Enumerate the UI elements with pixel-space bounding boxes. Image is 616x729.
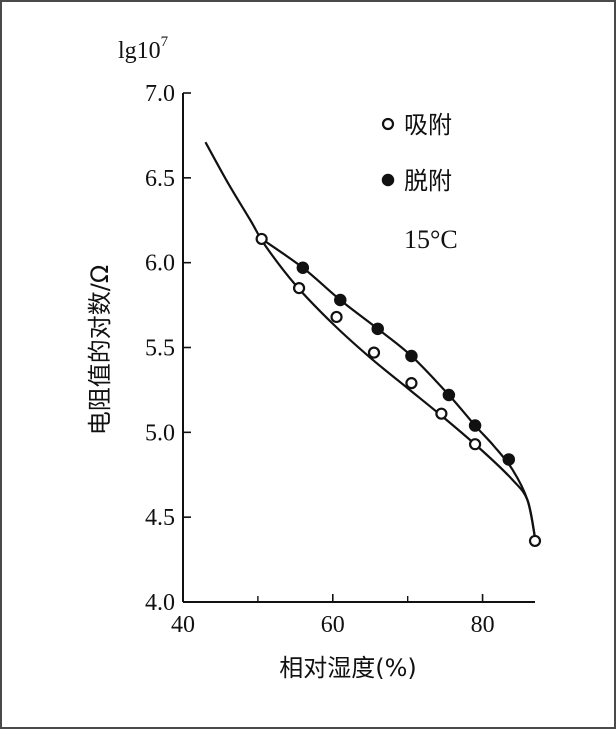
y-tick-label: 4.0	[145, 590, 175, 616]
desorption-point	[296, 261, 310, 275]
adsorption-point	[292, 282, 306, 295]
temperature-annotation: 15°C	[404, 225, 458, 254]
y-tick-label: 6.5	[145, 166, 175, 192]
desorption-point	[371, 322, 384, 336]
adsorption-point	[435, 407, 448, 420]
data-points	[255, 232, 542, 548]
y-tick-label: 6.0	[145, 251, 175, 277]
y-unit-label: lg107	[118, 34, 169, 64]
legend-label-desorption: 脱附	[404, 167, 452, 195]
x-tick-label: 40	[171, 612, 195, 638]
y-tick-label: 7.0	[145, 81, 175, 107]
desorption-point	[502, 453, 516, 466]
adsorption-point	[528, 534, 542, 548]
legend-label-adsorption: 吸附	[404, 111, 452, 139]
y-tick-label: 5.0	[145, 420, 175, 446]
x-tick-label: 60	[321, 612, 345, 638]
adsorption-point	[405, 377, 418, 390]
desorption-point	[468, 419, 482, 432]
adsorption-point	[255, 232, 268, 246]
adsorption-point	[367, 346, 381, 359]
desorption-point	[334, 293, 347, 307]
legend: 吸附 脱附 15°C	[381, 111, 458, 254]
adsorption-point	[330, 310, 343, 324]
y-axis-label: 电阻值的对数/Ω	[86, 265, 114, 435]
y-tick-label: 5.5	[145, 336, 175, 362]
adsorption-curve	[204, 141, 537, 538]
desorption-point	[442, 388, 456, 402]
desorption-point	[405, 349, 418, 363]
ticks: 4.0 4.5 5.0 5.5 6.0 6.5 7.0 40 60 80	[145, 81, 495, 638]
x-axis-label: 相对湿度(%)	[279, 654, 417, 682]
y-tick-label: 4.5	[145, 505, 175, 531]
fitted-curves	[204, 141, 537, 538]
x-tick-label: 80	[471, 612, 495, 638]
adsorption-point	[468, 438, 482, 451]
legend-open-circle-marker	[381, 117, 395, 131]
legend-filled-circle-marker	[381, 173, 395, 187]
